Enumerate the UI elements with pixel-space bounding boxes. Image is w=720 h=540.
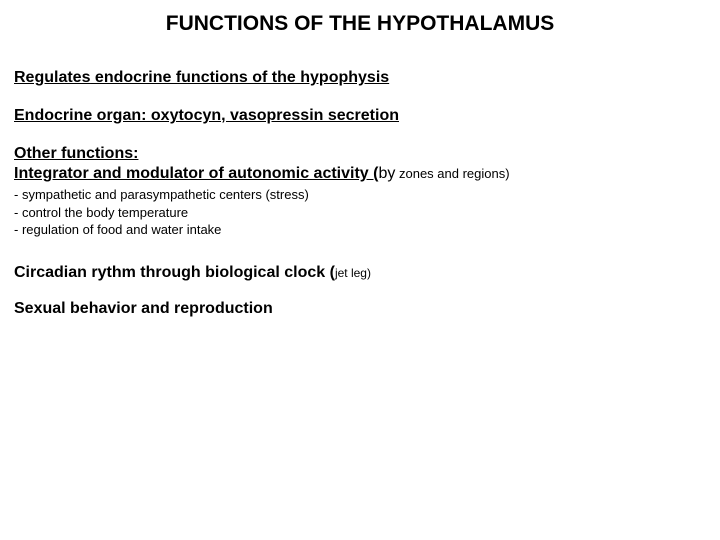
list-item: - regulation of food and water intake bbox=[14, 221, 706, 239]
section-other-functions-head: Other functions: Integrator and modulato… bbox=[14, 144, 706, 184]
list-item: - control the body temperature bbox=[14, 204, 706, 222]
list-item: - sympathetic and parasympathetic center… bbox=[14, 186, 706, 204]
rest-line: endocrine functions of the hypophysis bbox=[90, 69, 389, 86]
integrator-line-a: Integrator and modulator of autonomic ac… bbox=[14, 165, 378, 182]
circadian-a: Circadian rythm through biological clock… bbox=[14, 264, 335, 281]
slide-title: FUNCTIONS OF THE HYPOTHALAMUS bbox=[14, 12, 706, 36]
section-sexual-behavior: Sexual behavior and reproduction bbox=[14, 299, 706, 319]
circadian-b: jet leg) bbox=[335, 266, 371, 280]
integrator-line-b: by bbox=[378, 165, 395, 182]
other-functions-label: Other functions: bbox=[14, 145, 138, 162]
lead-word: Regulates bbox=[14, 69, 90, 86]
endocrine-line: Endocrine organ: oxytocyn, vasopressin s… bbox=[14, 107, 399, 124]
sexual-line: Sexual behavior and reproduction bbox=[14, 300, 273, 317]
autonomic-list: - sympathetic and parasympathetic center… bbox=[14, 186, 706, 239]
integrator-line-c: zones and regions) bbox=[395, 166, 509, 181]
section-regulates: Regulates endocrine functions of the hyp… bbox=[14, 68, 706, 88]
section-circadian: Circadian rythm through biological clock… bbox=[14, 263, 706, 283]
slide: FUNCTIONS OF THE HYPOTHALAMUS Regulates … bbox=[0, 0, 720, 319]
section-endocrine-organ: Endocrine organ: oxytocyn, vasopressin s… bbox=[14, 106, 706, 126]
